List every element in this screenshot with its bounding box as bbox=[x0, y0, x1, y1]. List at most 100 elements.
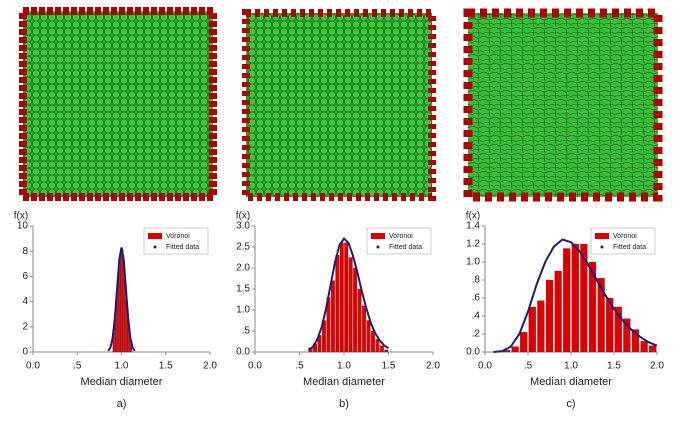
bar bbox=[563, 248, 571, 353]
bar bbox=[370, 330, 375, 353]
x-tick-label: 1.5 bbox=[159, 361, 173, 372]
bar bbox=[614, 306, 622, 353]
x-tick-label: .5 bbox=[73, 361, 82, 372]
bar bbox=[375, 339, 380, 353]
y-tick-label: .8 bbox=[472, 275, 481, 286]
bar bbox=[528, 306, 536, 353]
y-tick-label: 2.0 bbox=[236, 263, 250, 274]
y-tick-label: 1.0 bbox=[466, 257, 480, 268]
caption: b) bbox=[339, 398, 349, 410]
bar bbox=[520, 332, 528, 353]
y-tick-label: 8 bbox=[22, 246, 28, 257]
legend-swatch bbox=[376, 245, 380, 249]
legend-swatch bbox=[148, 233, 162, 239]
bar bbox=[384, 349, 389, 353]
bar bbox=[339, 242, 344, 353]
y-tick-label: 10 bbox=[17, 221, 29, 232]
x-tick-label: .5 bbox=[295, 361, 304, 372]
bar bbox=[588, 261, 597, 353]
bar bbox=[121, 248, 124, 353]
y-axis-label: f(x) bbox=[14, 211, 28, 222]
legend-label: Voronoi bbox=[166, 233, 190, 240]
y-tick-label: 0 bbox=[22, 347, 28, 358]
y-tick-label: 0.0 bbox=[236, 347, 250, 358]
bar bbox=[335, 255, 340, 353]
bar bbox=[580, 243, 588, 353]
y-tick-label: 2.5 bbox=[236, 242, 250, 253]
caption: c) bbox=[566, 398, 575, 410]
y-tick-label: 0.0 bbox=[466, 347, 480, 358]
bar bbox=[571, 243, 579, 353]
bar bbox=[545, 279, 554, 353]
fit-line bbox=[107, 247, 136, 352]
bar bbox=[554, 270, 562, 353]
bar bbox=[366, 320, 371, 353]
y-tick-label: 6 bbox=[22, 271, 28, 282]
fit-line bbox=[493, 238, 658, 353]
bar bbox=[353, 267, 358, 353]
legend-label: Voronoi bbox=[613, 233, 637, 240]
legend-label: Fitted data bbox=[389, 244, 422, 251]
legend-swatch bbox=[371, 233, 385, 239]
x-tick-label: 0.0 bbox=[248, 361, 262, 372]
chart: 0 2 4 6 8 10 0.0 .5 1.0 1.5 2.0 f(x) Median diameter… bbox=[14, 211, 218, 410]
bar bbox=[330, 280, 335, 353]
y-tick-label: 1.5 bbox=[236, 284, 250, 295]
x-tick-label: 1.0 bbox=[115, 361, 129, 372]
x-axis-label: Median diameter bbox=[81, 376, 163, 388]
bar bbox=[597, 278, 605, 353]
legend-box bbox=[143, 227, 209, 255]
y-tick-label: 1.4 bbox=[466, 221, 480, 232]
voronoi-image-b bbox=[242, 9, 436, 201]
legend-label: Fitted data bbox=[166, 244, 199, 251]
caption: a) bbox=[117, 398, 127, 410]
legend-label: Voronoi bbox=[389, 233, 413, 240]
x-tick-label: 1.0 bbox=[337, 361, 351, 372]
bar bbox=[348, 257, 353, 353]
bar bbox=[379, 345, 384, 353]
x-tick-label: 0.0 bbox=[478, 361, 492, 372]
y-tick-label: 2 bbox=[22, 321, 28, 332]
bar bbox=[623, 318, 631, 353]
y-tick-label: 1.2 bbox=[466, 239, 480, 250]
voronoi-image-c bbox=[463, 8, 663, 202]
y-tick-label: .6 bbox=[472, 293, 481, 304]
legend-label: Fitted data bbox=[613, 244, 646, 251]
y-axis-label: f(x) bbox=[466, 211, 480, 222]
x-tick-label: 2.0 bbox=[650, 361, 664, 372]
x-axis-label: Median diameter bbox=[530, 376, 612, 388]
bar bbox=[606, 297, 614, 353]
legend-swatch bbox=[153, 245, 157, 249]
y-axis-label: f(x) bbox=[236, 211, 250, 222]
y-tick-label: .2 bbox=[472, 329, 481, 340]
y-tick-label: 4 bbox=[22, 296, 28, 307]
x-tick-label: 1.5 bbox=[382, 361, 396, 372]
bar bbox=[362, 305, 366, 353]
bar bbox=[631, 329, 640, 353]
legend-box bbox=[366, 227, 432, 255]
x-axis-label: Median diameter bbox=[303, 376, 385, 388]
bar bbox=[344, 242, 349, 353]
x-tick-label: 2.0 bbox=[426, 361, 440, 372]
x-tick-label: 1.5 bbox=[607, 361, 621, 372]
fit-line bbox=[307, 237, 390, 351]
y-tick-label: 1.0 bbox=[236, 305, 250, 316]
x-tick-label: 1.0 bbox=[564, 361, 578, 372]
bar bbox=[511, 346, 519, 353]
voronoi-image-a bbox=[19, 7, 217, 201]
bar bbox=[640, 341, 648, 353]
legend-swatch bbox=[600, 245, 604, 249]
legend-box bbox=[590, 227, 656, 255]
chart: 0.0 .5 1.0 1.5 2.0 2.5 3.0 0.0 .5 1.0 1.5 2.0 f(x) Me… bbox=[236, 211, 441, 410]
x-tick-label: 2.0 bbox=[203, 361, 217, 372]
x-tick-label: 0.0 bbox=[26, 361, 40, 372]
y-tick-label: .4 bbox=[472, 311, 481, 322]
bar bbox=[119, 253, 122, 353]
x-tick-label: .5 bbox=[524, 361, 533, 372]
bar bbox=[649, 345, 657, 353]
legend-swatch bbox=[595, 233, 609, 239]
y-tick-label: 3.0 bbox=[236, 221, 250, 232]
bar bbox=[537, 300, 545, 353]
